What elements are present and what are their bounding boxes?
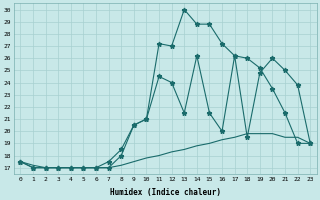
X-axis label: Humidex (Indice chaleur): Humidex (Indice chaleur) [110, 188, 221, 197]
